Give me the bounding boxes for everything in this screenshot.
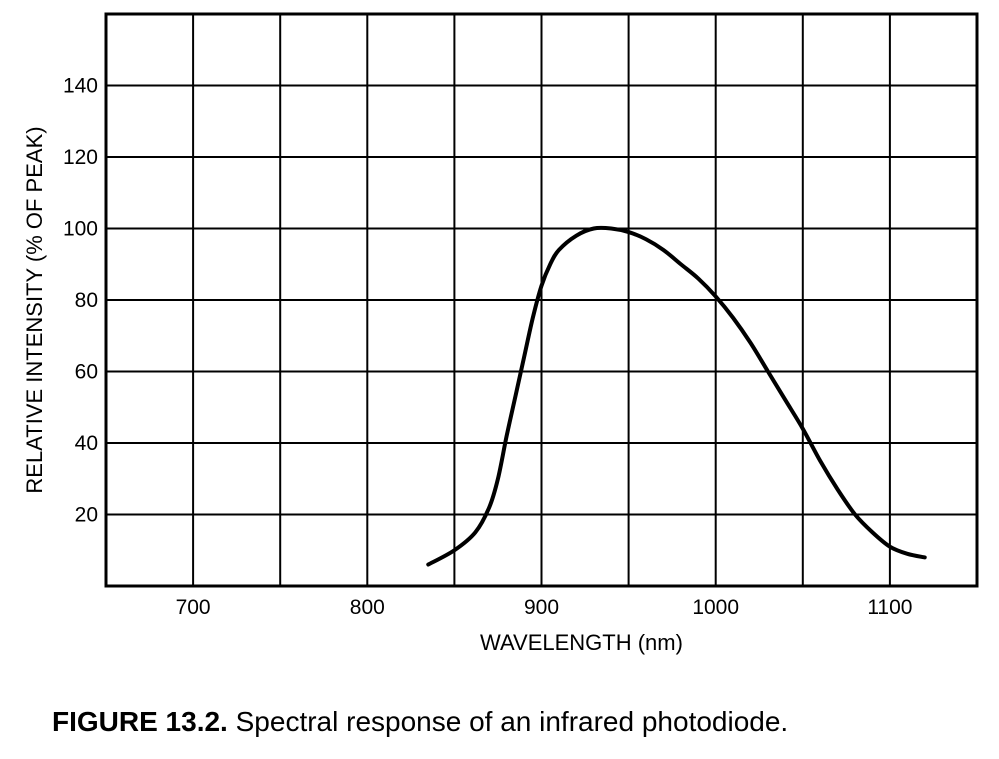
x-tick-label: 1000: [692, 596, 739, 619]
y-tick-label: 60: [75, 361, 98, 384]
x-tick-label: 700: [176, 596, 211, 619]
y-axis-label: RELATIVE INTENSITY (% OF PEAK): [22, 126, 47, 493]
figure-caption: FIGURE 13.2. Spectral response of an inf…: [52, 706, 982, 738]
x-axis-label: WAVELENGTH (nm): [480, 630, 683, 655]
y-tick-label: 120: [63, 146, 98, 169]
series-line: [426, 225, 927, 567]
x-tick-label: 900: [524, 596, 559, 619]
x-tick-label: 800: [350, 596, 385, 619]
plot-area-frame: [104, 12, 979, 588]
y-tick-label: 80: [75, 289, 98, 312]
y-tick-labels: 20 40 60 80 100 120 140: [63, 75, 98, 527]
y-tick-label: 40: [75, 432, 98, 455]
grid: [106, 14, 977, 586]
chart: 20 40 60 80 100 120 140 700 800 900 1000 1100 WAVE…: [22, 12, 979, 655]
y-tick-label: 100: [63, 218, 98, 241]
figure-number: FIGURE 13.2.: [52, 706, 228, 737]
y-tick-label: 20: [75, 504, 98, 527]
x-tick-labels: 700 800 900 1000 1100: [176, 596, 913, 619]
caption-text: Spectral response of an infrared photodi…: [235, 706, 789, 737]
y-tick-label: 140: [63, 75, 98, 98]
x-tick-label: 1100: [867, 596, 912, 619]
